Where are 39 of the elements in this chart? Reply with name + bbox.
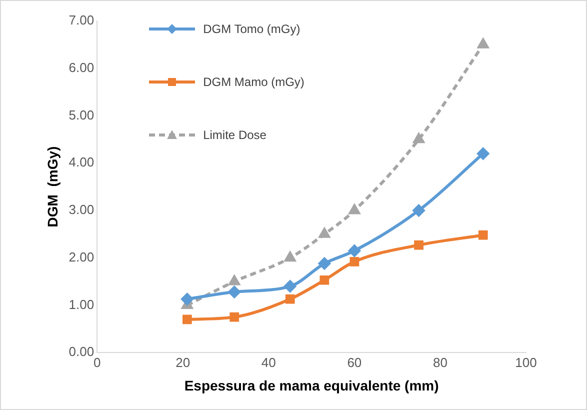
y-axis-title: DGM (mGy) — [44, 146, 60, 228]
y-tick-label: 5.00 — [68, 107, 94, 122]
x-tick-label: 40 — [261, 354, 276, 370]
point — [349, 204, 360, 214]
y-tick-label: 6.00 — [68, 60, 94, 75]
x-tick-label: 0 — [93, 354, 101, 370]
x-tick-label: 100 — [515, 354, 537, 370]
point — [230, 312, 240, 322]
y-tick-label: 7.00 — [68, 12, 94, 28]
x-axis-title: Espessura de mama equivalente (mm) — [184, 377, 439, 394]
legend-label: DGM Mamo (mGy) — [203, 75, 304, 89]
x-tick-label: 20 — [176, 354, 190, 370]
y-tick-label: 4.00 — [68, 154, 94, 170]
point — [182, 314, 192, 324]
y-tick-label: 3.00 — [68, 202, 94, 218]
legend-label: Limite Dose — [203, 128, 266, 142]
point — [348, 244, 360, 257]
point — [228, 286, 240, 298]
y-tick-label: 2.00 — [68, 249, 94, 264]
point — [320, 275, 330, 285]
point — [318, 258, 330, 270]
y-tick-label: 0.00 — [68, 344, 94, 360]
point — [319, 228, 330, 238]
point — [477, 148, 490, 160]
x-tick-label: 80 — [432, 354, 448, 370]
point — [284, 280, 296, 292]
point — [228, 276, 240, 286]
point — [284, 252, 296, 262]
y-tick-label: 1.00 — [68, 296, 94, 312]
point — [478, 38, 489, 48]
point — [181, 293, 194, 306]
x-tick-label: 60 — [347, 354, 362, 370]
point — [350, 256, 360, 266]
point — [285, 294, 295, 304]
legend-label: DGM Tomo (mGy) — [203, 22, 300, 36]
point — [414, 240, 424, 250]
point — [478, 230, 488, 240]
point — [413, 133, 424, 144]
point — [412, 204, 425, 216]
